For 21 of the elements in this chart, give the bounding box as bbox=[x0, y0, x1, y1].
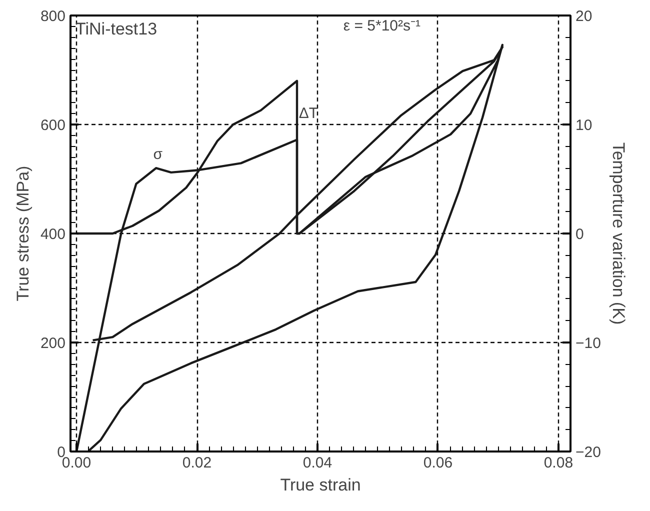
x-tick-label: 0.06 bbox=[423, 454, 453, 472]
x-tick-label: 0.02 bbox=[182, 454, 212, 472]
y-tick-label: 600 bbox=[40, 117, 66, 134]
y-tick-label: 400 bbox=[40, 226, 66, 243]
annotation: σ bbox=[153, 146, 164, 163]
x-axis-title: True strain bbox=[280, 476, 361, 494]
y2-tick-label: 0 bbox=[576, 226, 584, 243]
annotation: TiNi-test13 bbox=[76, 20, 158, 38]
y-axis-title: True stress (MPa) bbox=[13, 166, 32, 302]
y-tick-label: 800 bbox=[40, 8, 66, 25]
line-series bbox=[75, 44, 504, 452]
x-tick-label: 0.04 bbox=[302, 454, 332, 472]
y2-tick-label: 20 bbox=[576, 8, 592, 25]
y2-tick-label: −20 bbox=[576, 444, 601, 461]
y2-tick-label: −10 bbox=[576, 335, 601, 352]
annotation: ε = 5*10²s⁻¹ bbox=[343, 18, 421, 34]
x-tick-label: 0.08 bbox=[544, 454, 574, 472]
y2-axis-title: Temperture variation (K) bbox=[608, 142, 628, 325]
annotation: ΔT bbox=[298, 105, 318, 122]
y2-tick-label: 10 bbox=[576, 117, 592, 134]
y-tick-label: 200 bbox=[40, 335, 66, 352]
